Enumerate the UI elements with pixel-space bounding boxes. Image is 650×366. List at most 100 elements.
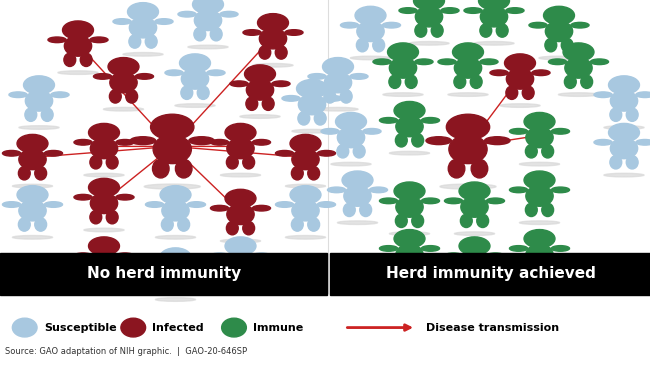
Ellipse shape [525,145,537,158]
Ellipse shape [608,123,640,142]
Ellipse shape [276,46,287,59]
Ellipse shape [421,117,439,123]
Ellipse shape [18,218,30,231]
Ellipse shape [292,149,319,170]
Ellipse shape [341,22,359,28]
Ellipse shape [220,173,261,177]
Ellipse shape [421,246,439,251]
Ellipse shape [106,269,118,283]
Ellipse shape [146,202,164,207]
Ellipse shape [181,69,209,89]
Ellipse shape [160,186,191,204]
Ellipse shape [636,92,650,97]
Ellipse shape [127,3,159,21]
Ellipse shape [415,24,427,37]
Ellipse shape [610,108,621,122]
Ellipse shape [51,92,69,97]
Ellipse shape [594,92,612,97]
Ellipse shape [90,37,108,43]
Ellipse shape [380,117,398,123]
Ellipse shape [562,38,573,52]
Ellipse shape [454,287,495,290]
Ellipse shape [526,186,553,206]
Ellipse shape [354,145,365,158]
Ellipse shape [551,246,569,251]
Ellipse shape [484,137,510,145]
Ellipse shape [454,58,482,78]
Text: Disease transmission: Disease transmission [426,322,559,333]
Ellipse shape [594,139,612,145]
Ellipse shape [394,229,425,248]
Ellipse shape [161,280,173,294]
Ellipse shape [445,198,463,203]
Ellipse shape [23,76,55,94]
Ellipse shape [604,173,644,177]
Ellipse shape [243,221,255,235]
Ellipse shape [321,128,339,134]
Ellipse shape [226,221,239,235]
Ellipse shape [188,137,215,145]
Ellipse shape [84,173,124,177]
Ellipse shape [211,27,222,41]
Ellipse shape [471,159,488,178]
Ellipse shape [504,54,536,72]
Ellipse shape [276,150,294,156]
Ellipse shape [532,70,550,76]
Ellipse shape [506,8,524,13]
Ellipse shape [610,91,638,111]
Ellipse shape [486,198,504,203]
Ellipse shape [12,236,53,239]
Ellipse shape [337,145,349,158]
Ellipse shape [626,156,638,169]
Ellipse shape [106,156,118,169]
Ellipse shape [308,167,320,180]
Ellipse shape [389,75,400,89]
Ellipse shape [396,116,423,137]
Ellipse shape [165,70,183,76]
Ellipse shape [146,264,164,269]
Ellipse shape [324,90,336,103]
Ellipse shape [331,163,371,166]
Ellipse shape [389,58,417,78]
Ellipse shape [432,24,443,37]
Ellipse shape [387,43,419,61]
Ellipse shape [153,159,169,178]
Ellipse shape [175,104,215,107]
Ellipse shape [17,186,48,204]
Ellipse shape [474,42,514,45]
Ellipse shape [308,74,326,79]
Ellipse shape [243,269,255,283]
Ellipse shape [396,244,423,265]
Ellipse shape [448,93,488,96]
Ellipse shape [9,92,27,97]
Ellipse shape [369,187,387,193]
Ellipse shape [243,156,255,169]
Ellipse shape [394,101,425,120]
Bar [330,253,650,295]
Ellipse shape [64,53,76,67]
Ellipse shape [285,236,326,239]
Ellipse shape [308,218,320,231]
Ellipse shape [155,298,196,301]
Ellipse shape [90,193,118,214]
Ellipse shape [350,56,391,60]
Ellipse shape [626,108,638,122]
Ellipse shape [636,139,650,145]
Ellipse shape [373,59,391,64]
Ellipse shape [252,205,270,211]
Ellipse shape [211,253,229,259]
Ellipse shape [461,252,488,272]
Ellipse shape [500,104,540,107]
Ellipse shape [113,19,131,24]
Ellipse shape [123,52,163,56]
Ellipse shape [449,135,487,164]
Text: Source: GAO adaptation of NIH graphic.  |  GAO-20-646SP: Source: GAO adaptation of NIH graphic. |… [5,347,247,356]
Ellipse shape [84,228,124,232]
Ellipse shape [476,269,489,283]
Ellipse shape [324,72,352,93]
Ellipse shape [524,171,555,189]
Ellipse shape [551,128,569,134]
Ellipse shape [178,280,190,294]
Ellipse shape [103,108,144,111]
Ellipse shape [389,232,430,235]
